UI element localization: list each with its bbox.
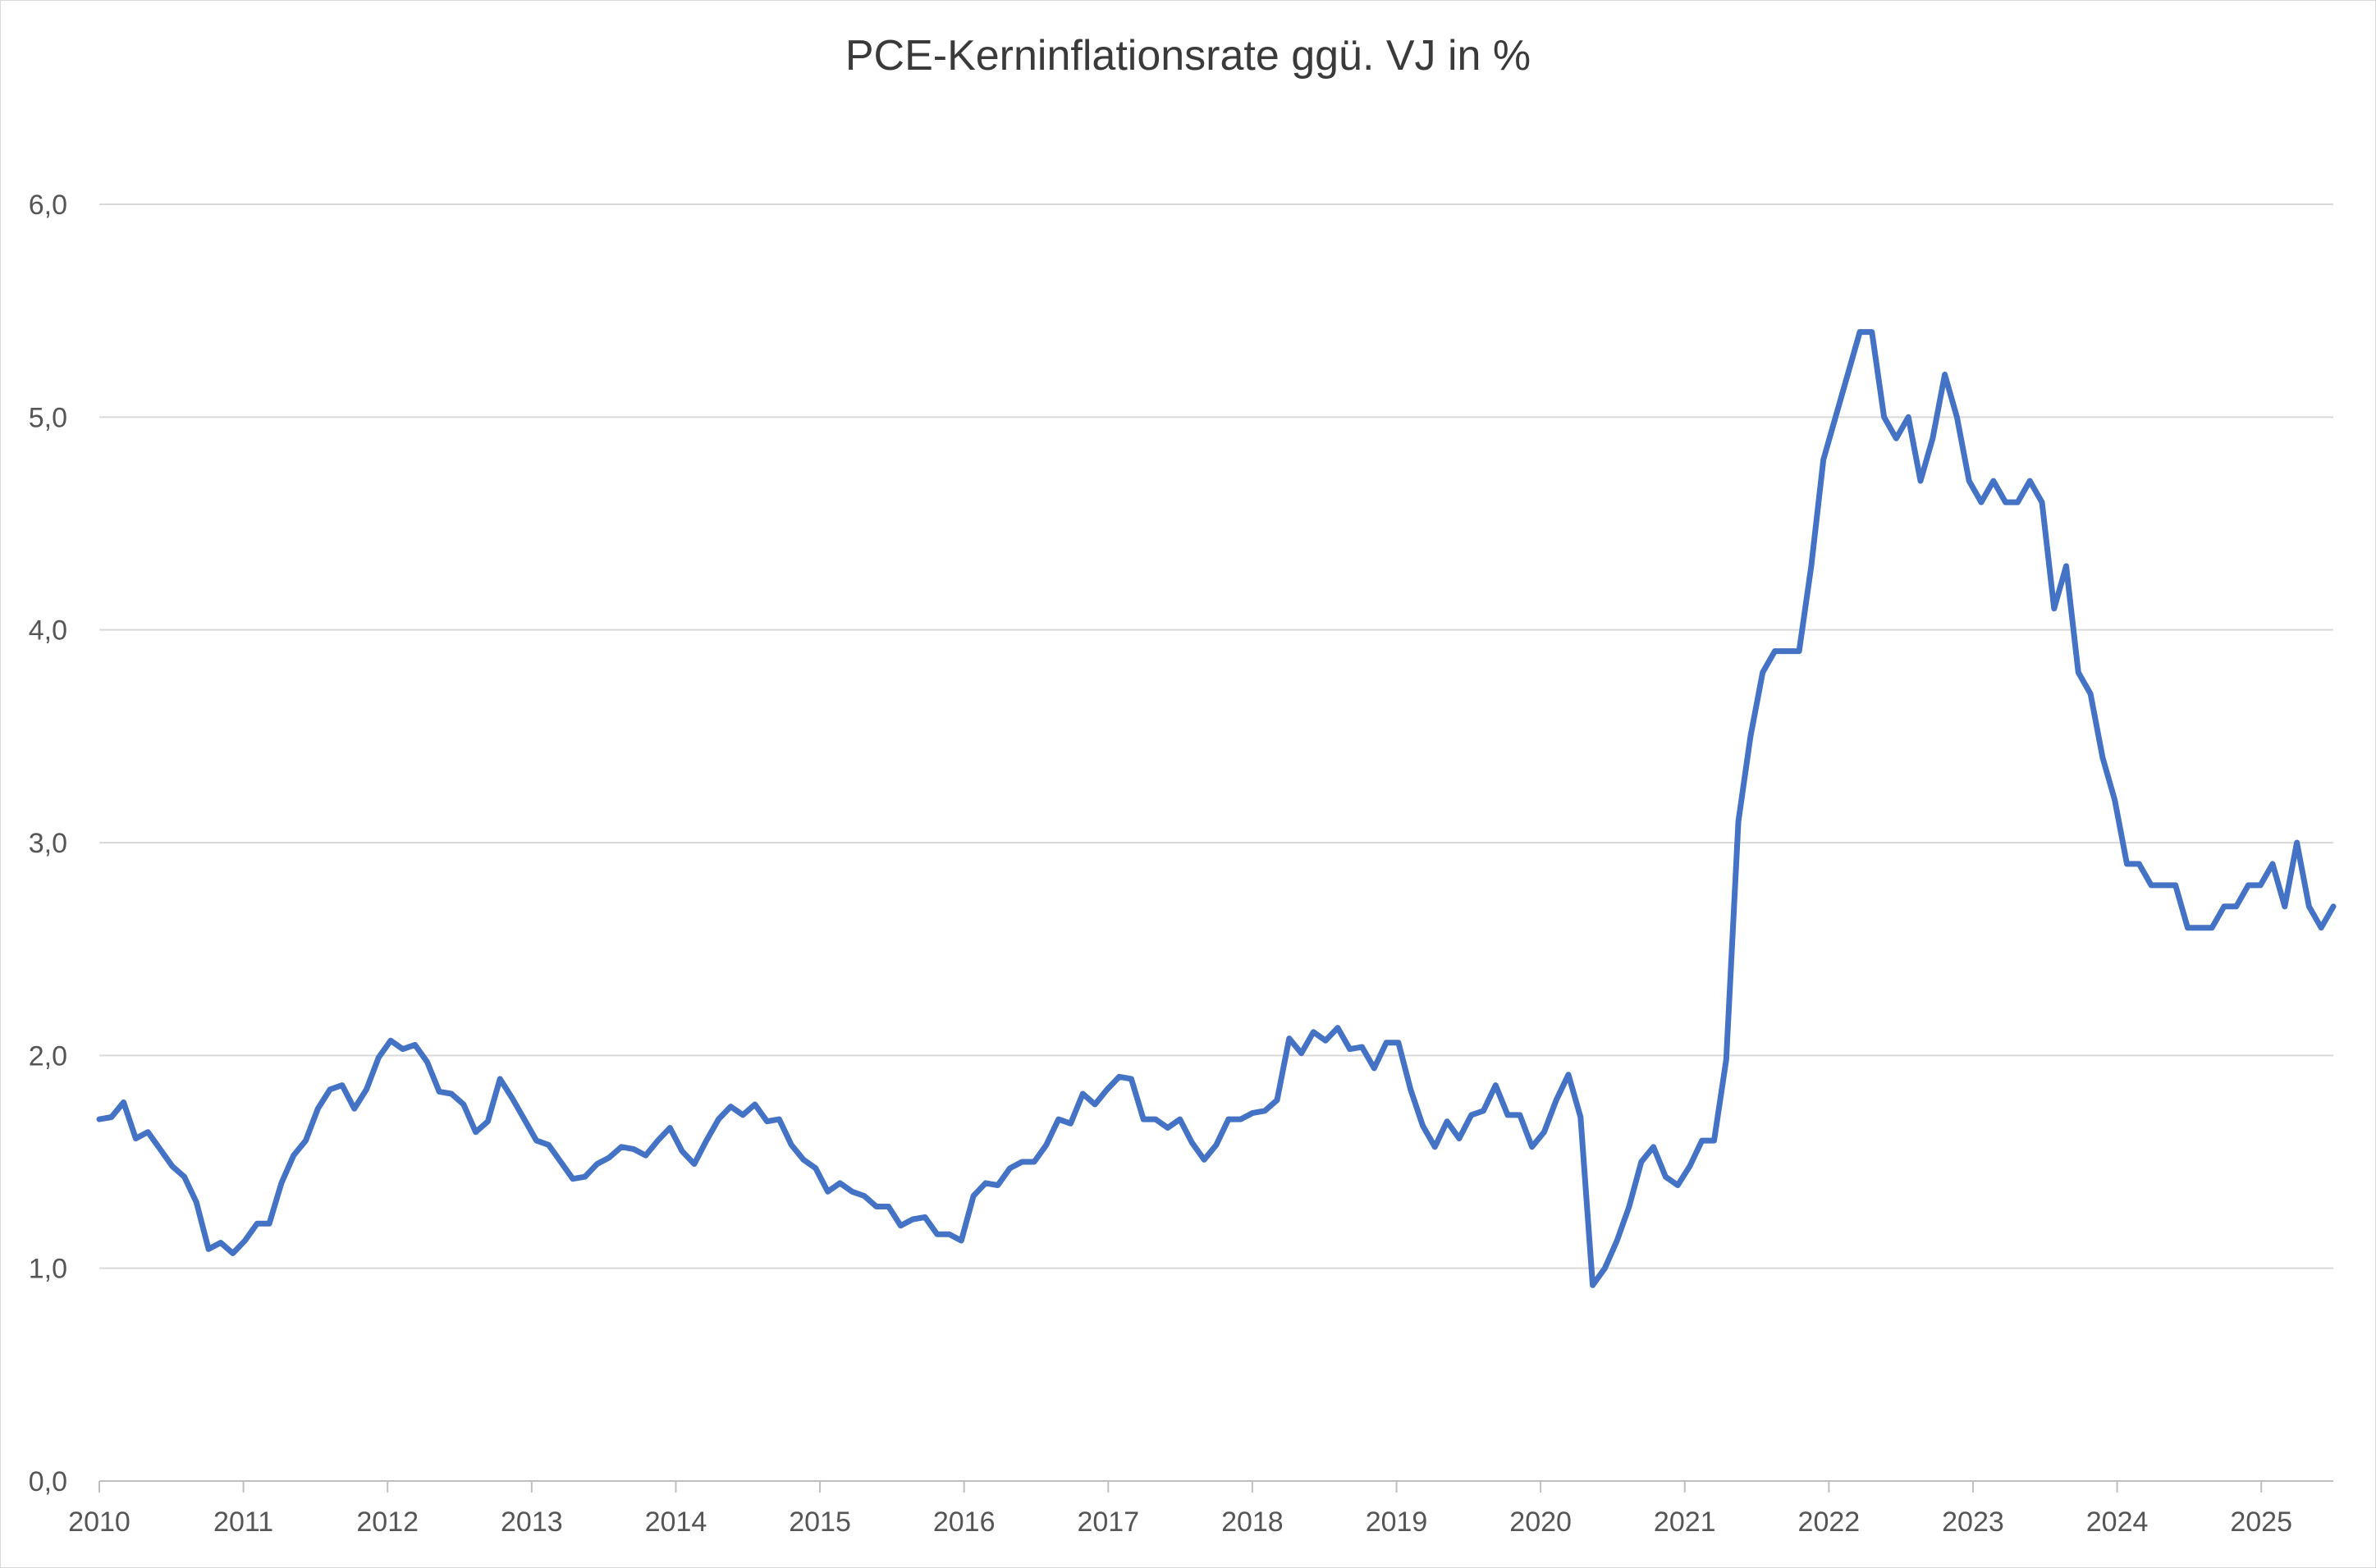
x-tick-label: 2012 <box>356 1506 419 1538</box>
x-tick-label: 2022 <box>1798 1506 1861 1538</box>
series-line <box>96 329 2337 1288</box>
x-tick-label: 2019 <box>1366 1506 1428 1538</box>
y-tick-label: 2,0 <box>29 1040 67 1072</box>
x-tick-label: 2020 <box>1509 1506 1572 1538</box>
x-tick-label: 2025 <box>2230 1506 2292 1538</box>
x-tick-label: 2014 <box>645 1506 707 1538</box>
x-tick-label: 2011 <box>213 1506 273 1538</box>
x-tick-label: 2023 <box>1942 1506 2004 1538</box>
gridlines <box>99 203 2333 1269</box>
x-tick-label: 2021 <box>1654 1506 1716 1538</box>
x-tick-label: 2016 <box>933 1506 996 1538</box>
x-tick-label: 2017 <box>1077 1506 1139 1538</box>
x-tick-label: 2015 <box>789 1506 851 1538</box>
x-axis-labels: 2010 2011 2012 2013 2014 2015 2016 2017 2018 2019… <box>68 1506 2292 1538</box>
y-tick-label: 3,0 <box>29 828 67 859</box>
y-tick-label: 4,0 <box>29 615 67 647</box>
x-tick-label: 2013 <box>501 1506 563 1538</box>
x-tick-label: 2024 <box>2086 1506 2149 1538</box>
chart-title: PCE-Kerninflationsrate ggü. VJ in % <box>845 32 1531 80</box>
y-tick-label: 0,0 <box>29 1466 67 1497</box>
y-axis-labels: 0,0 1,0 2,0 3,0 4,0 5,0 6,0 <box>29 190 67 1497</box>
x-tick-label: 2018 <box>1221 1506 1284 1538</box>
x-axis <box>98 1480 2333 1493</box>
y-tick-label: 5,0 <box>29 402 67 433</box>
x-tick-label: 2010 <box>68 1506 130 1538</box>
y-tick-label: 6,0 <box>29 190 67 221</box>
series-layer <box>96 329 2337 1288</box>
y-tick-label: 1,0 <box>29 1254 67 1285</box>
